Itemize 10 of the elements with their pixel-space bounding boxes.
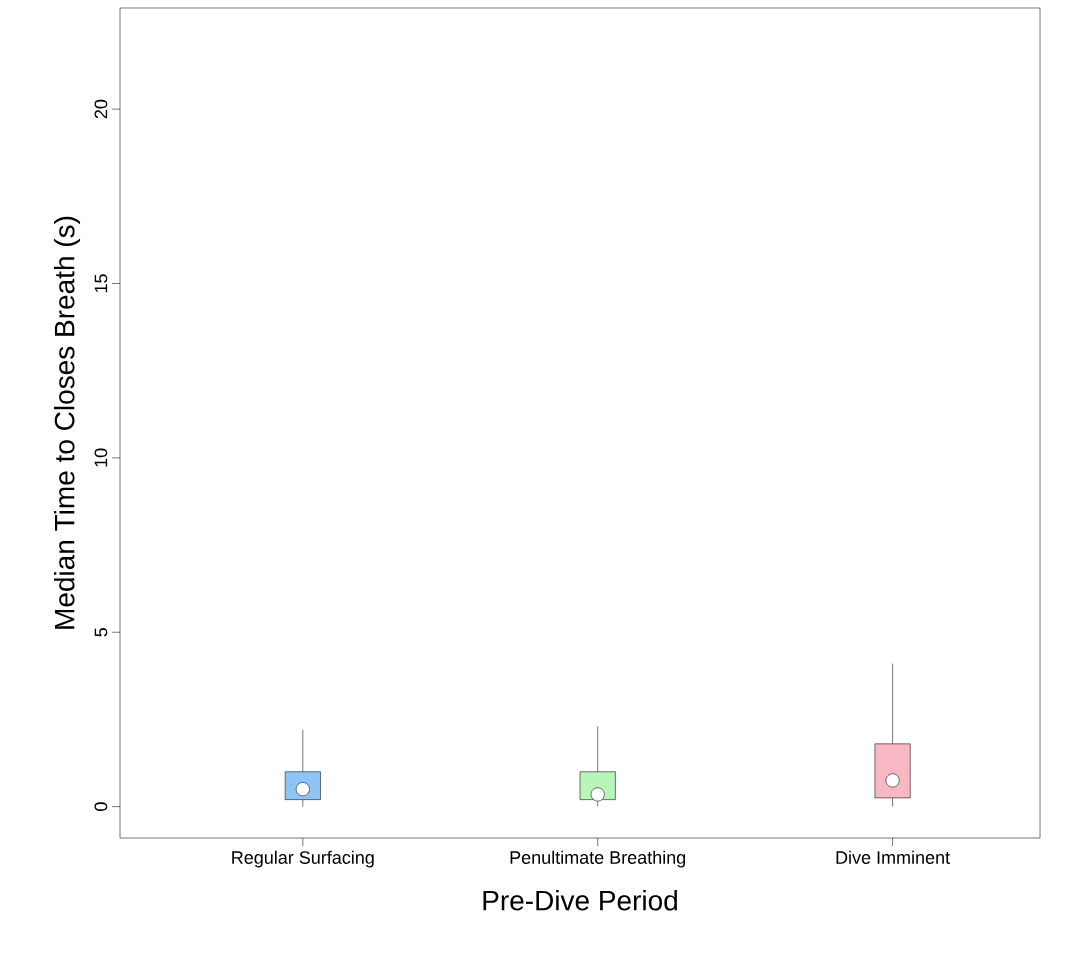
y-tick-label: 0	[94, 802, 108, 811]
y-tick-label: 15	[94, 274, 108, 293]
x-tick-label: Penultimate Breathing	[510, 850, 686, 868]
x-tick-label: Dive Imminent	[836, 850, 950, 864]
y-tick-label: 10	[94, 448, 108, 467]
y-tick-label: 5	[94, 627, 108, 637]
y-tick-label: 20	[94, 99, 108, 119]
y-axis-title: Median Time to Closes Breath (s)	[53, 216, 81, 629]
x-axis-title: Pre-Dive Period	[483, 889, 677, 911]
x-tick-label: Regular Surfacing	[232, 850, 374, 868]
